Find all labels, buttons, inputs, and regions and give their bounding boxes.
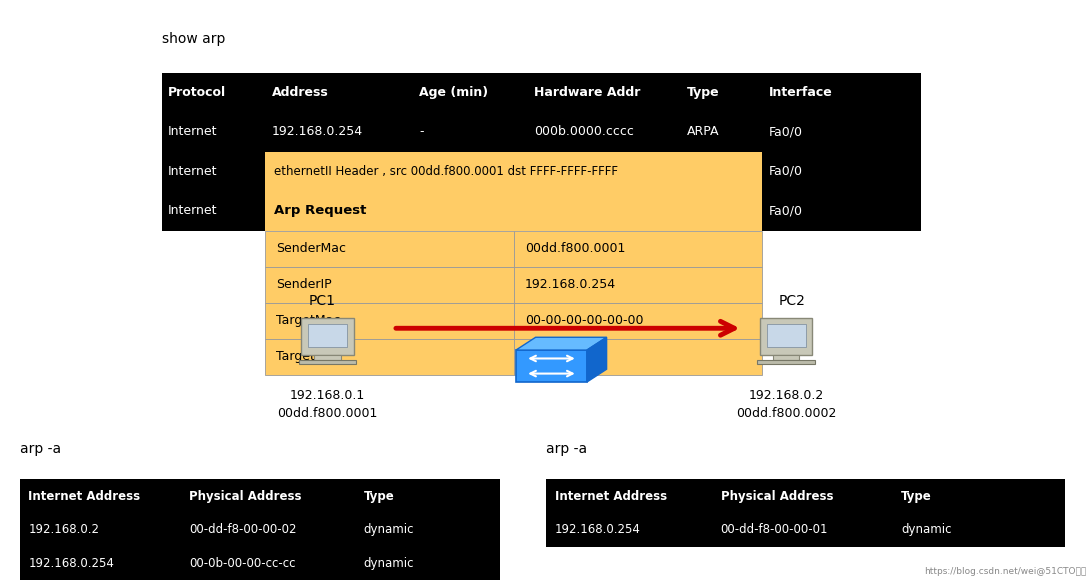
Text: Fa0/0: Fa0/0 bbox=[769, 205, 803, 217]
Text: SenderIP: SenderIP bbox=[276, 278, 332, 291]
Bar bbox=[773, 355, 799, 360]
Bar bbox=[546, 479, 1065, 513]
Text: PC1: PC1 bbox=[309, 294, 335, 308]
Text: TargetMac: TargetMac bbox=[276, 314, 341, 327]
Text: dynamic: dynamic bbox=[364, 523, 414, 536]
Bar bbox=[314, 355, 341, 360]
Text: 192.168.0.2: 192.168.0.2 bbox=[28, 523, 99, 536]
Polygon shape bbox=[517, 337, 607, 350]
Text: Internet Address: Internet Address bbox=[28, 490, 141, 503]
Bar bbox=[265, 303, 513, 339]
Bar bbox=[162, 152, 265, 191]
Text: 192.168.0.254: 192.168.0.254 bbox=[555, 523, 641, 536]
Text: Type: Type bbox=[901, 490, 931, 503]
Text: 192.168.0.254: 192.168.0.254 bbox=[272, 125, 363, 138]
Text: Type: Type bbox=[687, 86, 720, 99]
Text: ethernetII Header , src 00dd.f800.0001 dst FFFF-FFFF-FFFF: ethernetII Header , src 00dd.f800.0001 d… bbox=[274, 165, 618, 178]
Text: 192.168.0.1: 192.168.0.1 bbox=[290, 389, 365, 402]
Bar bbox=[265, 231, 513, 267]
Bar bbox=[513, 339, 762, 375]
Bar bbox=[517, 350, 587, 382]
Text: Arp Request: Arp Request bbox=[274, 205, 367, 217]
Text: Type: Type bbox=[364, 490, 394, 503]
Text: https://blog.csdn.net/wei@51CTO博客: https://blog.csdn.net/wei@51CTO博客 bbox=[924, 568, 1087, 576]
Text: Protocol: Protocol bbox=[168, 86, 226, 99]
Text: SenderMac: SenderMac bbox=[276, 242, 346, 255]
Bar bbox=[20, 513, 500, 547]
Bar bbox=[162, 73, 921, 112]
Text: show arp: show arp bbox=[162, 33, 225, 46]
Text: Physical Address: Physical Address bbox=[189, 490, 301, 503]
Bar bbox=[299, 360, 356, 364]
Bar bbox=[301, 317, 354, 355]
Text: dynamic: dynamic bbox=[364, 557, 414, 570]
Text: Internet: Internet bbox=[168, 205, 217, 217]
Bar bbox=[762, 152, 921, 191]
Polygon shape bbox=[587, 337, 607, 382]
Bar bbox=[760, 317, 812, 355]
Text: arp -a: arp -a bbox=[546, 442, 587, 456]
Text: Interface: Interface bbox=[769, 86, 832, 99]
Text: TargetIP: TargetIP bbox=[276, 350, 327, 363]
Text: ARPA: ARPA bbox=[687, 125, 720, 138]
Bar bbox=[265, 152, 762, 191]
Text: 00-00-00-00-00-00: 00-00-00-00-00-00 bbox=[525, 314, 643, 327]
Bar bbox=[20, 479, 500, 513]
Text: 192.168.0.2: 192.168.0.2 bbox=[525, 350, 600, 363]
Text: 192.168.0.254: 192.168.0.254 bbox=[525, 278, 616, 291]
Text: -: - bbox=[419, 125, 424, 138]
Bar bbox=[767, 324, 806, 347]
Text: Physical Address: Physical Address bbox=[721, 490, 833, 503]
Text: 00-dd-f8-00-00-02: 00-dd-f8-00-00-02 bbox=[189, 523, 296, 536]
Text: Fa0/0: Fa0/0 bbox=[769, 165, 803, 178]
Text: Hardware Addr: Hardware Addr bbox=[534, 86, 640, 99]
Bar bbox=[513, 231, 762, 267]
Text: Internet Address: Internet Address bbox=[555, 490, 667, 503]
Text: Fa0/0: Fa0/0 bbox=[769, 125, 803, 138]
Bar bbox=[758, 360, 815, 364]
Text: Internet: Internet bbox=[168, 165, 217, 178]
Text: Internet: Internet bbox=[168, 125, 217, 138]
Text: arp -a: arp -a bbox=[20, 442, 61, 456]
Text: 00dd.f800.0002: 00dd.f800.0002 bbox=[736, 407, 836, 419]
Bar bbox=[162, 112, 921, 152]
Text: 00dd.f800.0001: 00dd.f800.0001 bbox=[525, 242, 625, 255]
Text: 192.168.0.2: 192.168.0.2 bbox=[749, 389, 823, 402]
Text: Age (min): Age (min) bbox=[419, 86, 488, 99]
Text: Address: Address bbox=[272, 86, 329, 99]
Text: PC2: PC2 bbox=[779, 294, 805, 308]
Bar bbox=[308, 324, 347, 347]
Bar bbox=[162, 191, 265, 231]
Text: 00-0b-00-00-cc-cc: 00-0b-00-00-cc-cc bbox=[189, 557, 296, 570]
Text: dynamic: dynamic bbox=[901, 523, 951, 536]
Text: 00-dd-f8-00-00-01: 00-dd-f8-00-00-01 bbox=[721, 523, 828, 536]
Bar bbox=[265, 339, 513, 375]
Bar bbox=[265, 191, 762, 231]
Bar bbox=[762, 191, 921, 231]
Bar bbox=[513, 267, 762, 303]
Text: 00dd.f800.0001: 00dd.f800.0001 bbox=[277, 407, 378, 419]
Text: 000b.0000.cccc: 000b.0000.cccc bbox=[534, 125, 633, 138]
Text: 192.168.0.254: 192.168.0.254 bbox=[28, 557, 115, 570]
Bar bbox=[20, 547, 500, 580]
Bar bbox=[265, 267, 513, 303]
Bar bbox=[546, 513, 1065, 547]
Bar bbox=[513, 303, 762, 339]
